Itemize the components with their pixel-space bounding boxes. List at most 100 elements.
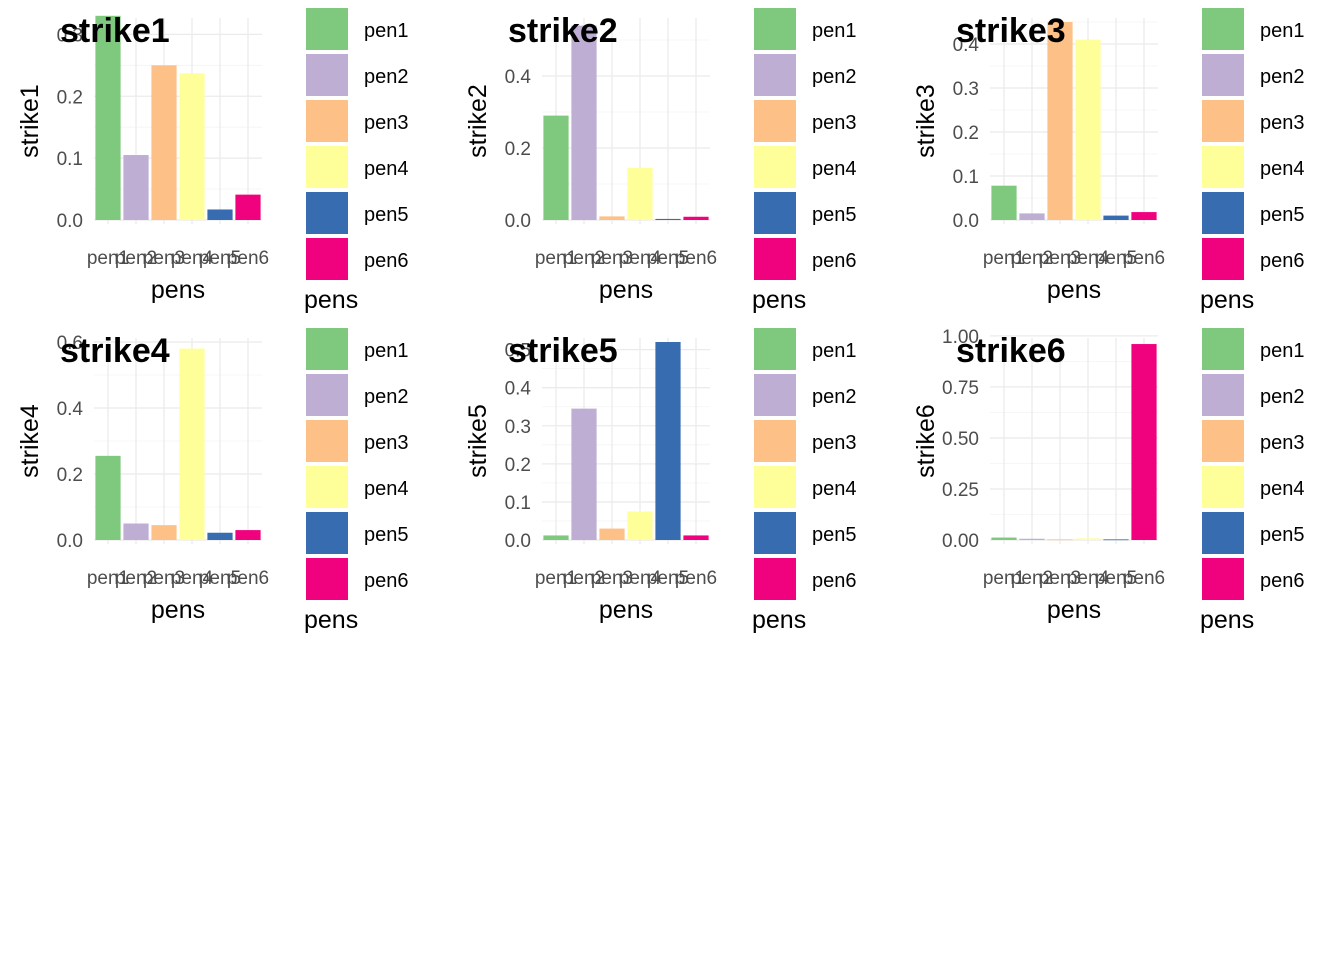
legend-label: pen2	[364, 386, 409, 408]
x-tick-label: pen1	[87, 248, 129, 269]
y-tick-label: 0.4	[505, 379, 532, 400]
x-tick-label: pen6	[227, 248, 269, 269]
bar-pen2	[571, 408, 597, 540]
legend-key-pen4	[754, 466, 796, 508]
panel-tag: strike6	[956, 332, 1066, 370]
x-tick-label: pen5	[1095, 568, 1137, 589]
legend-label: pen4	[364, 158, 409, 180]
bar-pen1	[95, 15, 121, 220]
legend-label: pen3	[1260, 432, 1305, 454]
panel-tag: strike2	[508, 12, 618, 50]
bar-pen3	[599, 216, 625, 220]
legend-label: pen1	[1260, 340, 1305, 362]
x-tick-label: pen1	[983, 248, 1025, 269]
legend-label: pen3	[364, 112, 409, 134]
panel-strike4: 0.00.20.40.6pen1pen2pen3pen4pen5pen6pens…	[16, 328, 409, 634]
bar-pen3	[599, 528, 625, 540]
bar-pen5	[655, 218, 681, 220]
bar-pen4	[179, 73, 205, 220]
x-tick-label: pen2	[115, 248, 157, 269]
legend-title: pens	[752, 286, 806, 314]
x-tick-label: pen3	[143, 568, 185, 589]
y-tick-label: 0.4	[505, 67, 532, 88]
legend-label: pen6	[364, 250, 409, 272]
legend-key-pen1	[306, 8, 348, 50]
legend-label: pen6	[812, 250, 857, 272]
legend-key-pen1	[1202, 328, 1244, 370]
y-tick-label: 0.4	[57, 399, 84, 420]
y-tick-label: 0.00	[942, 531, 979, 552]
y-tick-label: 0.2	[57, 87, 83, 108]
legend-label: pen5	[1260, 204, 1305, 226]
y-tick-label: 0.3	[505, 417, 531, 438]
legend-title: pens	[1200, 606, 1254, 634]
legend-label: pen1	[812, 340, 857, 362]
y-tick-label: 0.2	[505, 139, 531, 160]
y-tick-label: 0.4	[953, 35, 980, 56]
panel-strike2: 0.00.20.4pen1pen2pen3pen4pen5pen6pensstr…	[464, 8, 857, 314]
bar-pen5	[207, 532, 233, 540]
legend-key-pen2	[754, 54, 796, 96]
bar-pen6	[1131, 344, 1157, 540]
bar-pen6	[235, 530, 261, 540]
legend-label: pen5	[364, 524, 409, 546]
legend-key-pen4	[306, 466, 348, 508]
bar-pen6	[1131, 212, 1157, 220]
y-tick-label: 0.0	[953, 211, 979, 232]
x-tick-label: pen5	[199, 568, 241, 589]
legend-label: pen6	[812, 570, 857, 592]
y-tick-label: 0.2	[57, 465, 83, 486]
legend-label: pen3	[812, 112, 857, 134]
legend-key-pen4	[1202, 146, 1244, 188]
legend-key-pen6	[306, 558, 348, 600]
legend-label: pen1	[812, 20, 857, 42]
y-axis-title: strike5	[464, 404, 492, 478]
legend-key-pen3	[306, 420, 348, 462]
y-tick-label: 0.6	[57, 333, 83, 354]
bar-pen5	[1103, 215, 1129, 220]
y-tick-label: 0.75	[942, 378, 979, 399]
legend-label: pen1	[1260, 20, 1305, 42]
y-axis-title: strike3	[912, 84, 940, 158]
legend-key-pen2	[306, 54, 348, 96]
y-tick-label: 0.5	[505, 341, 531, 362]
bar-pen1	[991, 185, 1017, 220]
legend-key-pen1	[754, 328, 796, 370]
legend-title: pens	[1200, 286, 1254, 314]
x-tick-label: pen5	[647, 568, 689, 589]
panel-strike3: 0.00.10.20.30.4pen1pen2pen3pen4pen5pen6p…	[912, 8, 1305, 314]
y-tick-label: 0.25	[942, 480, 979, 501]
panel-strike1: 0.00.10.20.3pen1pen2pen3pen4pen5pen6pens…	[16, 8, 409, 314]
y-tick-label: 0.0	[505, 531, 531, 552]
bar-pen2	[123, 155, 149, 220]
bar-pen1	[991, 537, 1017, 540]
legend-key-pen6	[754, 558, 796, 600]
legend-key-pen2	[754, 374, 796, 416]
x-tick-label: pen1	[535, 568, 577, 589]
x-tick-label: pen5	[1095, 248, 1137, 269]
legend-key-pen1	[306, 328, 348, 370]
bar-pen6	[235, 194, 261, 220]
legend-key-pen2	[1202, 374, 1244, 416]
x-axis-title: pens	[151, 596, 205, 624]
y-axis-title: strike2	[464, 84, 492, 158]
legend-key-pen5	[754, 512, 796, 554]
y-axis-title: strike6	[912, 404, 940, 478]
y-tick-label: 0.3	[953, 79, 979, 100]
x-tick-label: pen2	[563, 568, 605, 589]
x-tick-label: pen2	[1011, 568, 1053, 589]
y-tick-label: 1.00	[942, 327, 979, 348]
x-axis-title: pens	[1047, 276, 1101, 304]
legend-title: pens	[304, 286, 358, 314]
legend-key-pen3	[306, 100, 348, 142]
bar-pen3	[1047, 539, 1073, 541]
bar-pen2	[571, 25, 597, 220]
legend-label: pen2	[1260, 386, 1305, 408]
y-tick-label: 0.3	[57, 25, 83, 46]
legend-label: pen2	[812, 66, 857, 88]
x-tick-label: pen4	[1067, 568, 1110, 589]
legend-key-pen1	[754, 8, 796, 50]
x-tick-label: pen6	[675, 248, 717, 269]
bar-pen2	[1019, 213, 1045, 220]
y-tick-label: 0.1	[57, 149, 83, 170]
